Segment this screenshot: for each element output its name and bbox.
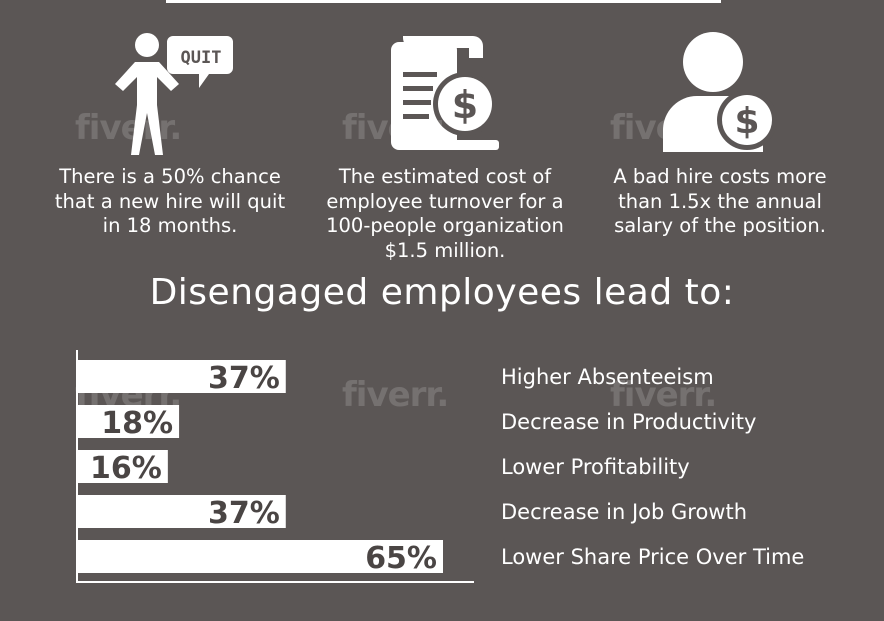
page-title: Disengaged employees lead to: [149, 272, 735, 313]
bar [78, 450, 168, 483]
category-label: Lower Share Price Over Time [501, 545, 804, 569]
category-label: Lower Profitability [501, 455, 690, 479]
svg-text:$: $ [452, 83, 478, 127]
bar-value-label: 37% [208, 361, 280, 396]
category-label: Decrease in Productivity [501, 410, 756, 434]
category-label: Decrease in Job Growth [501, 500, 747, 524]
category-label: Higher Absenteeism [501, 365, 714, 389]
document-dollar-icon: $ [391, 36, 499, 150]
bar [78, 360, 286, 393]
stat-quit-text: There is a 50% chance that a new hire wi… [54, 165, 286, 237]
bar [78, 495, 286, 528]
bar-value-label: 65% [365, 541, 437, 576]
stat-turnover-text: The estimated cost of employee turnover … [326, 165, 564, 262]
top-divider [166, 0, 721, 3]
person-dollar-icon: $ [663, 32, 777, 152]
svg-text:$: $ [734, 101, 759, 142]
bar-value-label: 37% [208, 496, 280, 531]
stat-bad-hire-text: A bad hire costs more than 1.5x the annu… [613, 165, 827, 237]
bar [78, 540, 443, 573]
bar [78, 405, 180, 438]
bar-value-label: 16% [90, 451, 162, 486]
quit-person-icon: QUIT [115, 33, 233, 155]
bar-value-label: 18% [101, 406, 173, 441]
quit-badge-text: QUIT [181, 48, 222, 68]
